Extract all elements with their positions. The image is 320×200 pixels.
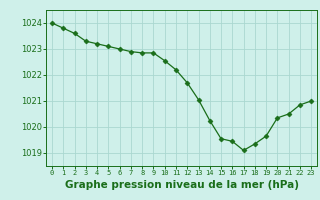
X-axis label: Graphe pression niveau de la mer (hPa): Graphe pression niveau de la mer (hPa) [65, 180, 299, 190]
